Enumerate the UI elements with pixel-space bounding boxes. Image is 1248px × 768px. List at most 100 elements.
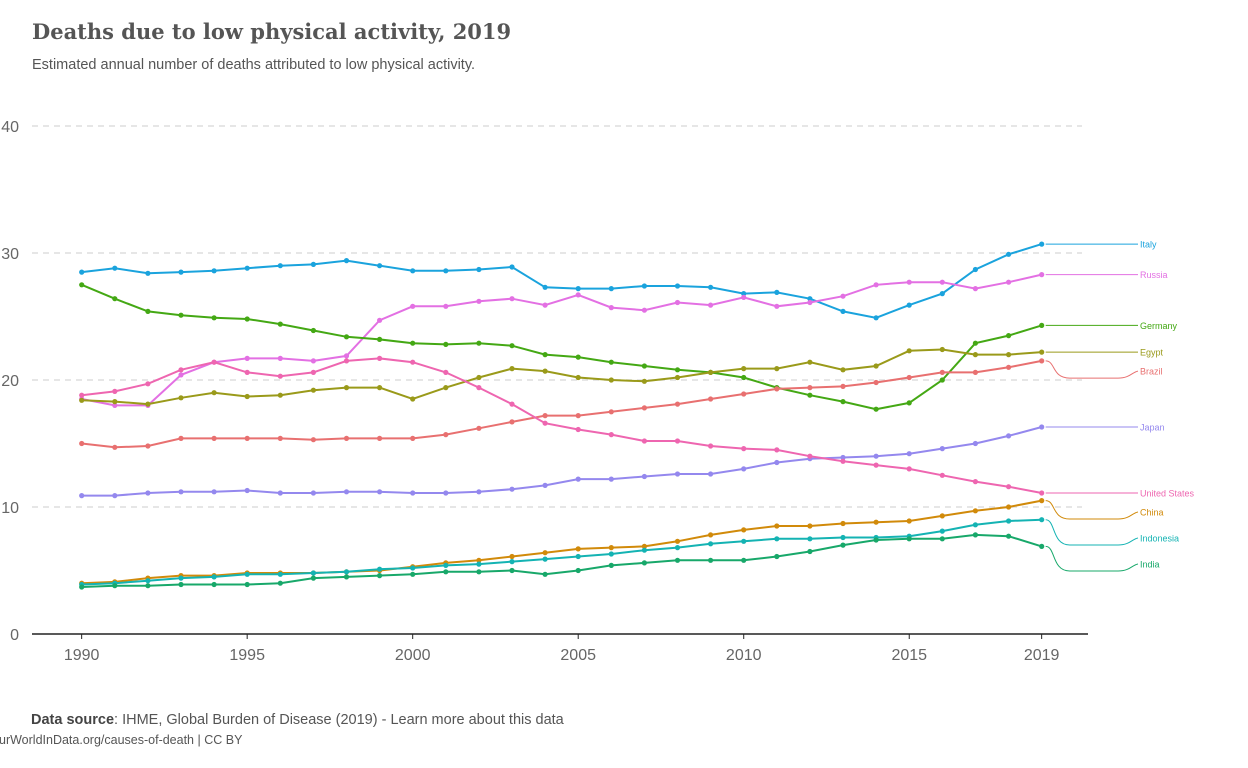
- y-tick-label-40: 40: [1, 119, 19, 136]
- data-point-japan-2008: [674, 471, 681, 477]
- data-point-japan-1992: [145, 490, 151, 496]
- data-point-italy-1996: [277, 263, 283, 269]
- data-point-egypt-2010: [741, 366, 747, 372]
- data-point-italy-2000: [410, 268, 416, 274]
- data-point-china-2012: [807, 523, 813, 529]
- data-point-united-states-1998: [343, 358, 350, 364]
- data-point-indonesia-2007: [641, 547, 648, 553]
- data-point-russia-1995: [244, 355, 250, 361]
- y-tick-label-0: 0: [10, 627, 19, 644]
- data-point-italy-1993: [178, 269, 184, 275]
- data-point-germany-1992: [145, 308, 151, 314]
- data-point-indonesia-2005: [575, 553, 581, 560]
- data-point-germany-2012: [807, 392, 813, 398]
- data-point-germany-2000: [410, 340, 416, 346]
- data-point-egypt-1994: [211, 390, 217, 396]
- data-point-united-states-2000: [410, 359, 416, 365]
- series-line-united-states: [81, 357, 1042, 494]
- data-point-indonesia-1996: [277, 571, 283, 577]
- data-point-egypt-2009: [708, 369, 714, 375]
- source-url[interactable]: urWorldInData.org/causes-of-death | CC B…: [0, 733, 243, 747]
- data-point-egypt-2006: [608, 377, 614, 383]
- data-point-russia-2017: [972, 286, 979, 292]
- data-point-brazil-2015: [906, 374, 912, 381]
- data-point-japan-2018: [1006, 433, 1012, 439]
- data-point-egypt-2014: [873, 363, 879, 369]
- data-point-india-2010: [741, 557, 747, 563]
- data-point-italy-2004: [542, 284, 548, 290]
- chart-title: Deaths due to low physical activity, 201…: [32, 19, 512, 44]
- data-point-brazil-2001: [443, 432, 449, 438]
- data-point-italy-2019: [1039, 241, 1045, 247]
- data-point-indonesia-2011: [774, 536, 780, 542]
- series-label-indonesia: Indonesia: [1140, 534, 1179, 544]
- data-point-brazil-2012: [807, 385, 813, 391]
- data-point-italy-2014: [873, 315, 879, 321]
- x-tick-label-2010: 2010: [726, 647, 762, 664]
- data-point-indonesia-2009: [708, 541, 714, 547]
- data-point-japan-2014: [873, 453, 879, 459]
- data-point-india-2012: [807, 548, 813, 555]
- data-point-egypt-2012: [807, 359, 813, 365]
- series-label-egypt: Egypt: [1140, 348, 1164, 358]
- x-tick-label-1990: 1990: [64, 647, 100, 664]
- data-point-brazil-2009: [708, 396, 714, 402]
- data-point-indonesia-2013: [840, 534, 846, 541]
- data-point-united-states-2018: [1006, 484, 1012, 490]
- data-point-indonesia-2004: [542, 556, 548, 562]
- data-point-russia-2015: [906, 279, 912, 285]
- data-point-united-states-2002: [476, 385, 482, 391]
- data-point-egypt-2001: [443, 385, 449, 391]
- data-point-japan-1991: [112, 493, 118, 499]
- data-source-text[interactable]: : IHME, Global Burden of Disease (2019) …: [114, 712, 564, 728]
- data-point-brazil-2016: [939, 369, 945, 375]
- data-point-japan-1994: [211, 489, 217, 495]
- data-point-china-2013: [840, 520, 846, 527]
- data-point-india-2008: [674, 557, 681, 563]
- data-point-united-states-2008: [674, 438, 681, 444]
- data-point-russia-2001: [443, 303, 449, 309]
- data-point-egypt-2018: [1006, 352, 1012, 358]
- data-point-indonesia-2017: [972, 522, 979, 528]
- data-point-china-2003: [509, 553, 515, 560]
- data-point-japan-1997: [310, 490, 316, 496]
- data-point-indonesia-1993: [178, 575, 184, 581]
- data-point-japan-2016: [939, 446, 945, 452]
- data-point-brazil-2006: [608, 409, 614, 415]
- data-point-egypt-1993: [178, 395, 184, 401]
- data-point-germany-1994: [211, 315, 217, 321]
- data-point-italy-1992: [145, 270, 151, 276]
- data-point-brazil-2019: [1039, 358, 1045, 364]
- data-point-russia-1996: [277, 355, 283, 361]
- data-point-egypt-2004: [542, 368, 548, 374]
- data-point-germany-2017: [972, 340, 979, 346]
- data-point-germany-1993: [178, 312, 184, 318]
- data-point-united-states-2015: [906, 466, 912, 472]
- line-chart: 0 10 20 30 40 1990 1995 2000 2005 2010 2015 2019 Ita…: [1, 119, 1194, 664]
- data-point-germany-1999: [377, 336, 383, 342]
- data-point-russia-2007: [641, 307, 648, 313]
- data-point-egypt-2013: [840, 367, 846, 373]
- data-point-russia-2004: [542, 302, 548, 308]
- data-point-egypt-1996: [277, 392, 283, 398]
- data-point-italy-2009: [708, 284, 714, 290]
- data-point-india-2017: [972, 532, 979, 538]
- data-point-japan-1995: [244, 487, 250, 494]
- data-point-united-states-1996: [277, 373, 283, 379]
- data-point-brazil-2011: [774, 386, 780, 392]
- data-point-russia-2019: [1039, 272, 1045, 278]
- data-point-russia-2014: [873, 282, 879, 288]
- data-point-russia-1997: [310, 358, 316, 364]
- data-point-indonesia-2003: [509, 559, 515, 565]
- data-point-china-2017: [972, 508, 979, 514]
- data-point-germany-2016: [939, 377, 945, 383]
- data-point-china-2005: [575, 546, 581, 552]
- data-point-brazil-2017: [972, 369, 979, 375]
- x-tick-label-2019: 2019: [1024, 647, 1060, 664]
- data-point-japan-2005: [575, 476, 581, 482]
- data-point-united-states-2005: [575, 426, 581, 433]
- data-point-brazil-1997: [310, 437, 316, 443]
- data-point-germany-2003: [509, 343, 515, 349]
- data-point-japan-2003: [509, 486, 515, 492]
- data-point-china-2007: [641, 543, 648, 550]
